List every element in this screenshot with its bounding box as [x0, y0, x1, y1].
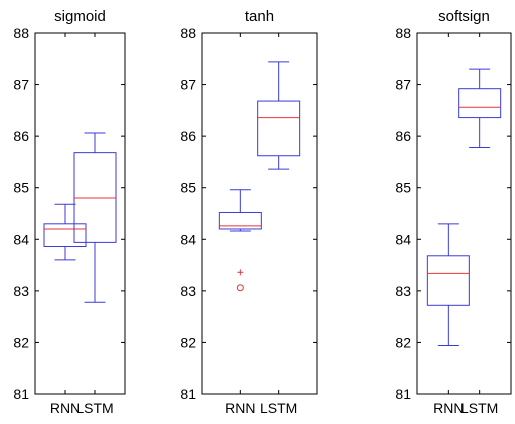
box-LSTM: LSTM: [257, 33, 301, 416]
box-LSTM: LSTM: [458, 33, 502, 416]
y-tick-label: 85: [395, 180, 411, 196]
y-tick-label: 81: [395, 386, 411, 402]
iqr-box: [426, 255, 470, 306]
box-RNN: RNN: [218, 33, 262, 416]
x-tick-label: RNN: [50, 400, 80, 416]
box-LSTM: LSTM: [73, 33, 117, 416]
y-tick-label: 82: [395, 334, 411, 350]
x-tick-label: RNN: [225, 400, 255, 416]
y-tick-label: 87: [180, 77, 196, 93]
y-tick-label: 86: [13, 128, 29, 144]
x-tick-label: RNN: [433, 400, 463, 416]
y-tick-label: 88: [395, 25, 411, 41]
box-RNN: RNN: [426, 33, 470, 416]
outlier-plus-marker: [237, 269, 244, 276]
box-RNN: RNN: [43, 33, 87, 416]
axes-frame: [416, 32, 512, 395]
iqr-box: [218, 211, 262, 230]
y-tick-label: 83: [180, 283, 196, 299]
x-tick-label: LSTM: [260, 400, 297, 416]
y-tick-label: 88: [180, 25, 196, 41]
panel-title: tanh: [245, 8, 274, 25]
y-tick-label: 81: [13, 386, 29, 402]
axes-frame: [34, 32, 126, 395]
y-tick-label: 85: [180, 180, 196, 196]
panel-title: sigmoid: [54, 8, 106, 25]
iqr-box: [73, 152, 117, 243]
iqr-box: [458, 88, 502, 119]
y-tick-label: 83: [395, 283, 411, 299]
outlier-circle-marker: [236, 284, 244, 292]
y-tick-label: 82: [13, 334, 29, 350]
y-tick-label: 83: [13, 283, 29, 299]
y-tick-label: 87: [13, 77, 29, 93]
panel-tanh: tanh 81 82 83 84 85 86 87 88 RNN LSTM: [180, 8, 318, 416]
y-tick-label: 81: [180, 386, 196, 402]
panel-title: softsign: [438, 8, 490, 25]
y-tick-label: 85: [13, 180, 29, 196]
y-tick-label: 84: [13, 231, 29, 247]
x-tick-label: LSTM: [461, 400, 498, 416]
y-tick-label: 87: [395, 77, 411, 93]
x-tick-label: LSTM: [76, 400, 113, 416]
y-tick-label: 86: [180, 128, 196, 144]
y-tick-label: 84: [395, 231, 411, 247]
y-tick-label: 82: [180, 334, 196, 350]
axes-frame: [201, 32, 318, 395]
iqr-box: [43, 223, 87, 248]
y-tick-label: 86: [395, 128, 411, 144]
y-tick-label: 88: [13, 25, 29, 41]
iqr-box: [257, 100, 301, 157]
y-tick-label: 84: [180, 231, 196, 247]
